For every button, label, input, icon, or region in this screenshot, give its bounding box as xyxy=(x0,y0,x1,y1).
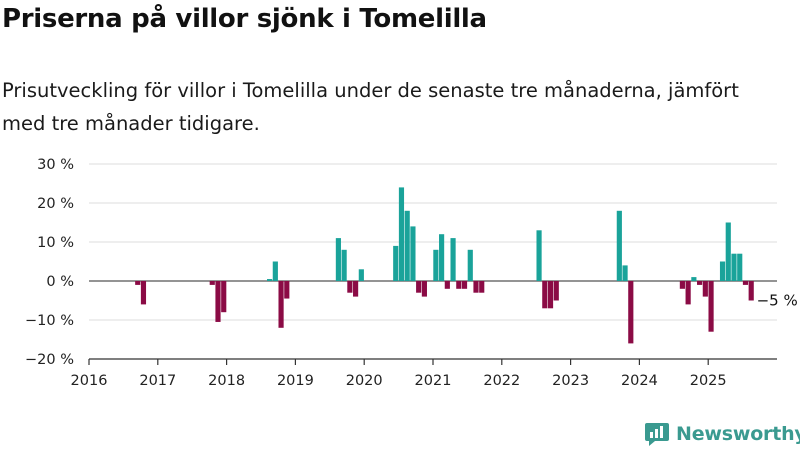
bar-2021-08 xyxy=(473,281,479,293)
bar-2025-05 xyxy=(731,253,737,281)
latest-value-annotation: −5 % xyxy=(757,292,798,310)
y-tick-label: 20 % xyxy=(37,196,74,212)
bar-2016-09 xyxy=(135,281,141,285)
bar-2024-10 xyxy=(691,277,697,281)
y-tick-label: −20 % xyxy=(25,352,74,368)
bar-2021-01 xyxy=(433,249,439,281)
bar-2019-11 xyxy=(353,281,359,297)
bars xyxy=(135,187,754,344)
bar-2021-02 xyxy=(439,234,445,281)
bar-2018-11 xyxy=(284,281,290,299)
bar-2017-11 xyxy=(215,281,221,322)
bar-2018-10 xyxy=(278,281,284,328)
bar-2021-07 xyxy=(467,249,473,281)
bar-2025-03 xyxy=(719,261,726,281)
bar-2020-07 xyxy=(398,187,405,281)
bar-2023-09 xyxy=(616,210,622,281)
bar-2020-11 xyxy=(421,281,427,297)
x-tick-label: 2016 xyxy=(71,373,108,389)
bar-2016-10 xyxy=(140,281,147,305)
x-tick-label: 2020 xyxy=(346,373,383,389)
bar-2017-10 xyxy=(209,281,215,285)
bar-2020-06 xyxy=(393,245,399,281)
bar-2022-10 xyxy=(553,281,559,301)
x-tick-label: 2019 xyxy=(277,373,314,389)
bar-2025-01 xyxy=(708,281,714,332)
bar-2025-07 xyxy=(742,281,749,285)
x-tick-label: 2022 xyxy=(483,373,520,389)
x-tick-label: 2018 xyxy=(208,373,245,389)
bar-2021-09 xyxy=(479,281,485,293)
bar-2021-05 xyxy=(456,281,462,289)
bar-2019-08 xyxy=(335,238,341,281)
bar-2020-10 xyxy=(416,281,422,293)
bar-2018-08 xyxy=(267,279,273,281)
bar-2025-08 xyxy=(748,281,754,301)
bar-2023-10 xyxy=(622,265,628,281)
y-tick-label: 0 % xyxy=(46,274,74,290)
brand-name: Newsworthy xyxy=(676,423,800,445)
bar-2025-04 xyxy=(725,222,731,281)
bar-2024-12 xyxy=(702,281,708,297)
bar-2022-08 xyxy=(542,281,548,309)
bar-2022-09 xyxy=(547,281,554,309)
bar-2019-10 xyxy=(347,281,353,293)
bar-2019-12 xyxy=(358,269,364,281)
x-tick-label: 2023 xyxy=(552,373,589,389)
newsworthy-logo-icon xyxy=(645,423,669,446)
bar-2024-08 xyxy=(679,281,685,289)
bar-2020-09 xyxy=(410,226,416,281)
gridlines xyxy=(89,163,777,321)
y-tick-label: −10 % xyxy=(25,313,74,329)
bar-2020-08 xyxy=(404,210,410,281)
bar-2021-04 xyxy=(450,238,456,281)
x-tick-label: 2024 xyxy=(621,373,658,389)
bar-2021-03 xyxy=(444,281,450,289)
x-tick-label: 2021 xyxy=(415,373,452,389)
axes: 30 % 20 % 10 % 0 % −10 % −20 % 2016 2017 2018 201… xyxy=(25,157,798,389)
chart-title: Priserna på villor sjönk i Tomelilla xyxy=(2,4,487,34)
x-tick-label: 2025 xyxy=(690,373,727,389)
bar-2019-09 xyxy=(341,249,347,281)
chart-subtitle: Prisutveckling för villor i Tomelilla un… xyxy=(2,79,739,135)
bar-2018-09 xyxy=(272,261,278,281)
bar-2022-07 xyxy=(536,230,542,281)
x-tick-label: 2017 xyxy=(139,373,176,389)
bar-2023-11 xyxy=(628,281,634,344)
brand-logo[interactable]: Newsworthy xyxy=(644,420,800,448)
y-tick-label: 30 % xyxy=(37,157,74,173)
bar-2024-11 xyxy=(697,281,703,285)
bar-2025-06 xyxy=(737,253,743,281)
bar-2017-12 xyxy=(221,281,227,313)
bar-2021-06 xyxy=(461,281,468,289)
bar-2024-09 xyxy=(685,281,691,305)
y-tick-label: 10 % xyxy=(37,235,74,251)
